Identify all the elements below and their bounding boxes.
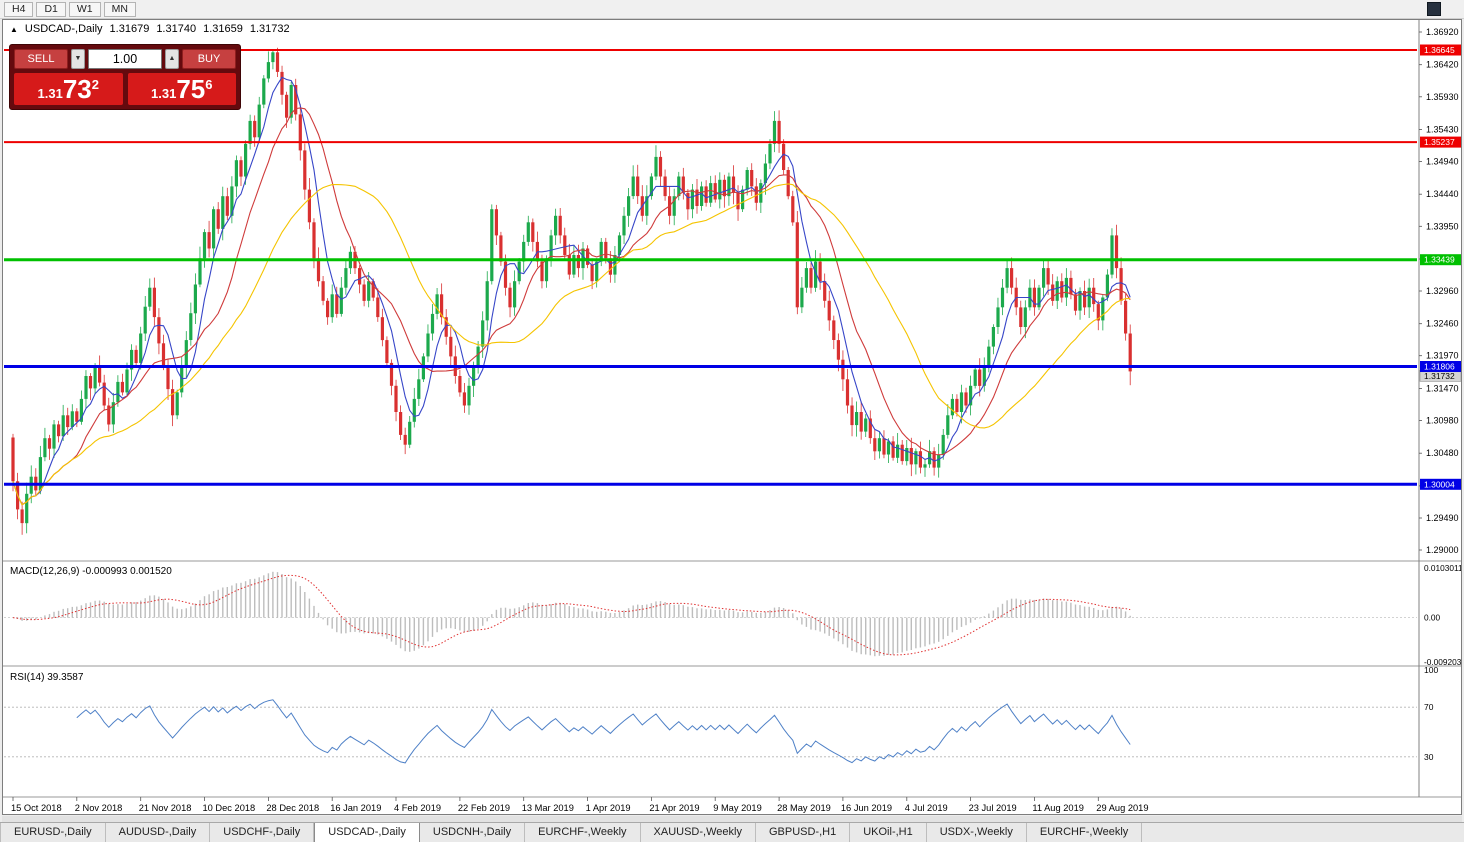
svg-text:28 May 2019: 28 May 2019 <box>777 803 831 813</box>
buy-price-big: 75 <box>176 74 206 104</box>
chart-symbol-period: USDCAD-,Daily <box>24 23 103 35</box>
svg-text:100: 100 <box>1424 665 1438 675</box>
moving-average-lines <box>12 76 1131 506</box>
time-axis: 15 Oct 2018 2 Nov 2018 21 Nov 2018 10 Dec 2… <box>11 797 1149 813</box>
volume-stepper-up[interactable]: ▲ <box>165 49 179 69</box>
timeframe-button-w1[interactable]: W1 <box>68 1 101 17</box>
chart-tab-eurchf-weekly[interactable]: EURCHF-,Weekly <box>1026 823 1143 842</box>
svg-text:23 Jul 2019: 23 Jul 2019 <box>969 803 1017 813</box>
svg-text:1.30480: 1.30480 <box>1426 448 1459 458</box>
sell-price-big: 73 <box>62 74 92 104</box>
collapse-triangle-icon[interactable]: ▲ <box>10 24 18 34</box>
svg-text:1.34940: 1.34940 <box>1426 157 1459 167</box>
svg-text:1.36420: 1.36420 <box>1426 60 1459 70</box>
price-scale: 1.36920 1.36420 1.35930 1.35430 1.34940 1.344… <box>1418 20 1461 797</box>
svg-text:10 Dec 2018: 10 Dec 2018 <box>203 803 256 813</box>
svg-text:13 Mar 2019: 13 Mar 2019 <box>522 803 574 813</box>
svg-text:30: 30 <box>1424 752 1434 762</box>
svg-text:1.29000: 1.29000 <box>1426 545 1459 555</box>
svg-text:16 Jun 2019: 16 Jun 2019 <box>841 803 892 813</box>
timeframe-button-group: H4 D1 W1 MN <box>4 1 136 17</box>
svg-text:9 May 2019: 9 May 2019 <box>713 803 762 813</box>
svg-text:1.36645: 1.36645 <box>1424 45 1455 55</box>
chart-tab-xauusd-weekly[interactable]: XAUUSD-,Weekly <box>640 823 756 842</box>
chart-tab-usdchf-daily[interactable]: USDCHF-,Daily <box>210 823 315 842</box>
chart-canvas[interactable]: 0.01030110.00-0.009203010070301.369201.3… <box>3 20 1461 814</box>
ohlc-close: 1.31732 <box>249 23 290 35</box>
timeframe-button-mn[interactable]: MN <box>103 1 136 17</box>
svg-text:16 Jan 2019: 16 Jan 2019 <box>330 803 381 813</box>
chart-tab-eurchf-weekly[interactable]: EURCHF-,Weekly <box>525 823 641 842</box>
svg-text:-0.0092030: -0.0092030 <box>1424 657 1461 667</box>
chart-tab-usdcnh-daily[interactable]: USDCNH-,Daily <box>419 823 526 842</box>
svg-text:28 Dec 2018: 28 Dec 2018 <box>266 803 319 813</box>
chart-window: 0.01030110.00-0.009203010070301.369201.3… <box>2 19 1462 815</box>
svg-text:29 Aug 2019: 29 Aug 2019 <box>1096 803 1148 813</box>
svg-text:1.31806: 1.31806 <box>1424 362 1455 372</box>
svg-text:1.30004: 1.30004 <box>1424 479 1455 489</box>
svg-text:1.32960: 1.32960 <box>1426 286 1459 296</box>
chart-tab-ukoil-h1[interactable]: UKOil-,H1 <box>850 823 927 842</box>
svg-text:22 Feb 2019: 22 Feb 2019 <box>458 803 510 813</box>
svg-text:2 Nov 2018: 2 Nov 2018 <box>75 803 123 813</box>
buy-price-pip: 6 <box>205 77 213 92</box>
svg-text:1.36920: 1.36920 <box>1426 27 1459 37</box>
sell-button[interactable]: SELL <box>14 49 68 69</box>
ohlc-high: 1.31740 <box>156 23 197 35</box>
svg-text:1.31970: 1.31970 <box>1426 351 1459 361</box>
svg-text:1.33950: 1.33950 <box>1426 221 1459 231</box>
svg-text:1.32460: 1.32460 <box>1426 319 1459 329</box>
ohlc-low: 1.31659 <box>203 23 243 35</box>
svg-text:70: 70 <box>1424 702 1434 712</box>
horizontal-scrollbar[interactable] <box>2 816 1462 822</box>
sell-price-prefix: 1.31 <box>37 86 63 101</box>
timeframe-button-h4[interactable]: H4 <box>4 1 34 17</box>
svg-text:1.35930: 1.35930 <box>1426 92 1459 102</box>
svg-text:1.31470: 1.31470 <box>1426 384 1459 394</box>
svg-text:1.30980: 1.30980 <box>1426 416 1459 426</box>
ohlc-open: 1.31679 <box>109 23 150 35</box>
volume-stepper-down[interactable]: ▼ <box>71 49 85 69</box>
svg-text:1 Apr 2019: 1 Apr 2019 <box>586 803 631 813</box>
chart-tab-usdcad-daily[interactable]: USDCAD-,Daily <box>314 823 420 842</box>
top-toolbar: H4 D1 W1 MN <box>0 0 1464 19</box>
timeframe-button-d1[interactable]: D1 <box>36 1 66 17</box>
svg-text:0.0103011: 0.0103011 <box>1424 563 1461 573</box>
chart-title: ▲ USDCAD-,Daily 1.31679 1.31740 1.31659 … <box>10 23 290 35</box>
svg-text:11 Aug 2019: 11 Aug 2019 <box>1032 803 1084 813</box>
toolbar-corner-button[interactable] <box>1427 2 1441 16</box>
svg-text:4 Feb 2019: 4 Feb 2019 <box>394 803 441 813</box>
svg-text:1.29490: 1.29490 <box>1426 513 1459 523</box>
chart-tab-usdx-weekly[interactable]: USDX-,Weekly <box>926 823 1027 842</box>
rsi-indicator-label: RSI(14) 39.3587 <box>10 672 84 683</box>
chart-tab-bar: EURUSD-,Daily AUDUSD-,Daily USDCHF-,Daily U… <box>0 822 1464 842</box>
svg-text:15 Oct 2018: 15 Oct 2018 <box>11 803 62 813</box>
svg-text:1.35237: 1.35237 <box>1424 137 1455 147</box>
svg-text:1.31732: 1.31732 <box>1424 371 1455 381</box>
volume-input[interactable] <box>88 49 162 69</box>
svg-text:21 Nov 2018: 21 Nov 2018 <box>139 803 192 813</box>
macd-indicator-pane: 0.0103011 0.00 -0.0092030 <box>4 563 1461 667</box>
svg-text:21 Apr 2019: 21 Apr 2019 <box>649 803 699 813</box>
chart-tab-audusd-daily[interactable]: AUDUSD-,Daily <box>105 823 211 842</box>
svg-text:0.00: 0.00 <box>1424 613 1441 623</box>
sell-price-pip: 2 <box>91 77 99 92</box>
svg-text:1.35430: 1.35430 <box>1426 125 1459 135</box>
buy-button[interactable]: BUY <box>182 49 236 69</box>
sell-price-display[interactable]: 1.31 73 2 <box>14 73 123 105</box>
rsi-indicator-pane: 100 70 30 <box>4 665 1438 764</box>
chart-tab-gbpusd-h1[interactable]: GBPUSD-,H1 <box>755 823 851 842</box>
buy-price-display[interactable]: 1.31 75 6 <box>127 73 236 105</box>
chart-tab-eurusd-daily[interactable]: EURUSD-,Daily <box>0 823 106 842</box>
svg-text:1.34440: 1.34440 <box>1426 189 1459 199</box>
svg-text:4 Jul 2019: 4 Jul 2019 <box>905 803 948 813</box>
horizontal-level-lines[interactable] <box>4 49 1417 486</box>
macd-indicator-label: MACD(12,26,9) -0.000993 0.001520 <box>10 566 172 577</box>
buy-price-prefix: 1.31 <box>151 86 177 101</box>
svg-text:1.33439: 1.33439 <box>1424 255 1455 265</box>
candlestick-series <box>11 47 1132 535</box>
